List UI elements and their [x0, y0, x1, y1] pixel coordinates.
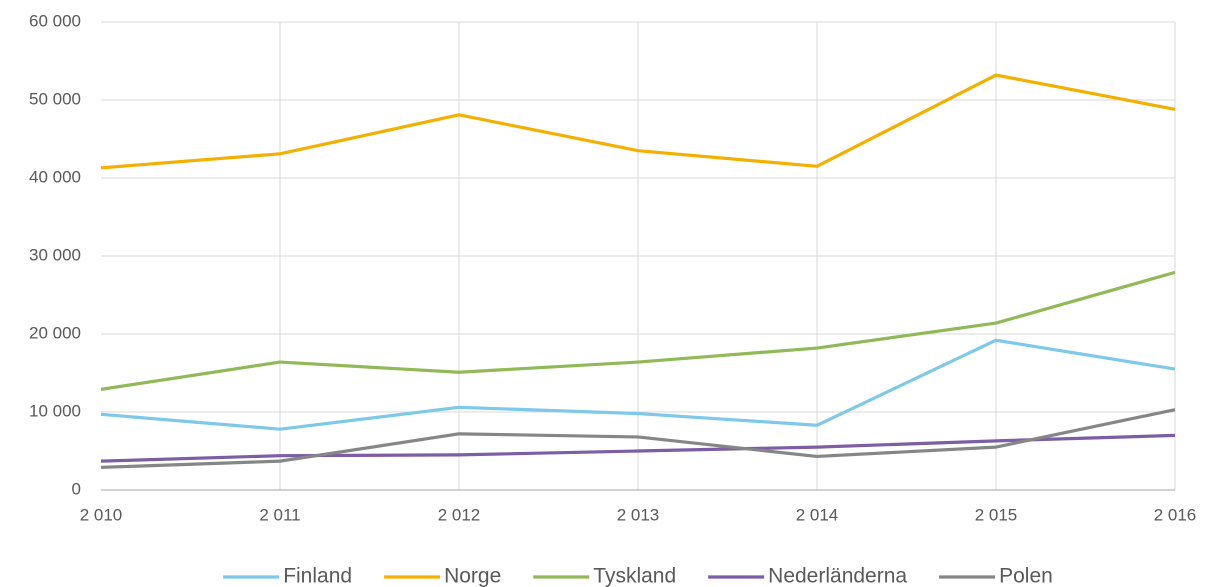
- legend-label: Polen: [999, 565, 1053, 587]
- series-line: [100, 73, 1176, 170]
- series-line: [100, 270, 1176, 391]
- y-tick-label: 40 000: [29, 167, 81, 186]
- x-tick-label: 2 016: [1154, 505, 1197, 524]
- y-tick-label: 30 000: [29, 245, 81, 264]
- x-tick-label: 2 014: [796, 505, 839, 524]
- y-tick-label: 0: [72, 479, 81, 498]
- y-tick-label: 10 000: [29, 401, 81, 420]
- x-tick-label: 2 010: [80, 505, 123, 524]
- y-tick-label: 20 000: [29, 323, 81, 342]
- x-tick-label: 2 013: [617, 505, 660, 524]
- x-tick-label: 2 011: [259, 505, 300, 524]
- legend-label: Tyskland: [593, 565, 676, 587]
- series-line: [100, 408, 1176, 469]
- legend-label: Norge: [444, 565, 501, 587]
- legend-label: Nederländerna: [768, 565, 907, 587]
- series-line: [100, 433, 1176, 463]
- x-tick-label: 2 015: [975, 505, 1018, 524]
- x-tick-label: 2 012: [438, 505, 481, 524]
- y-tick-label: 50 000: [29, 89, 81, 108]
- legend-label: Finland: [283, 565, 352, 587]
- series-line: [100, 338, 1176, 431]
- y-tick-label: 60 000: [29, 11, 81, 30]
